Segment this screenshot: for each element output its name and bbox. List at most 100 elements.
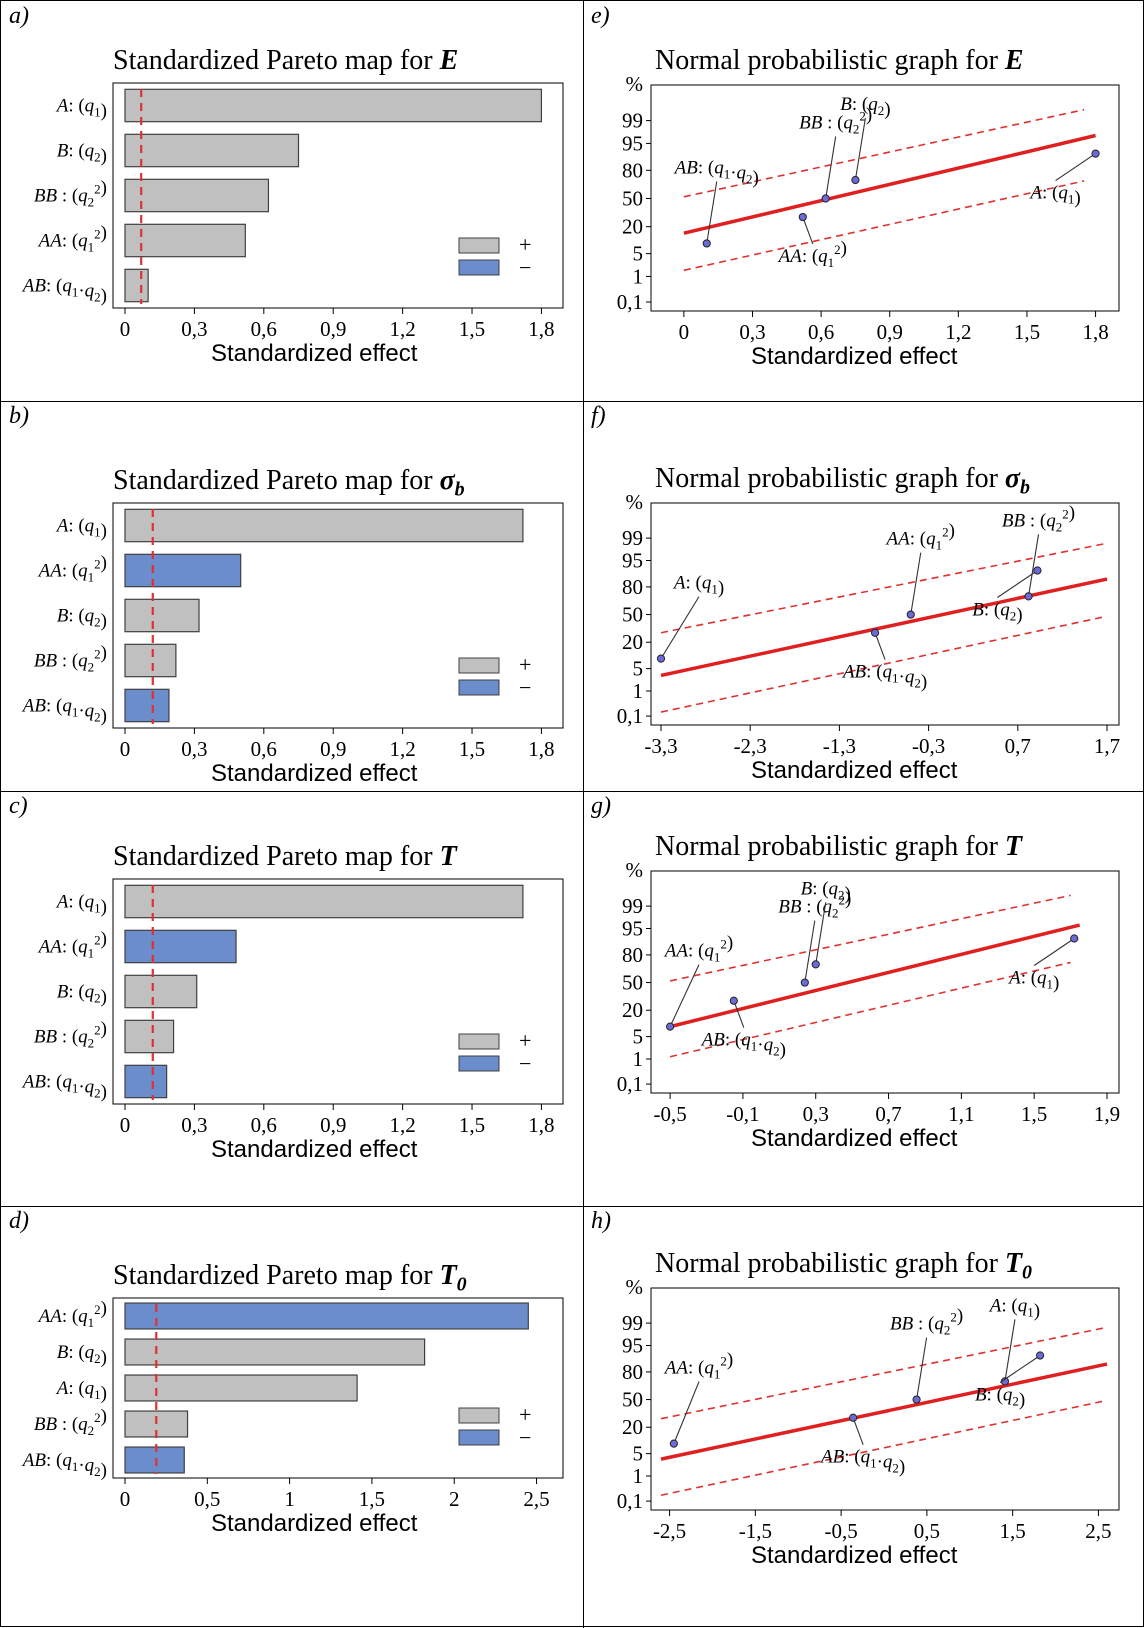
data-point <box>656 654 666 663</box>
point-label: BB : (q22) <box>1002 502 1075 534</box>
leader-line <box>1004 1319 1016 1382</box>
point-label: A: (q1) <box>988 1295 1040 1321</box>
y-tick-label: 95 <box>622 131 643 155</box>
x-tick-label: 0,3 <box>181 317 207 341</box>
x-tick-label: 1,2 <box>389 317 415 341</box>
data-point <box>729 996 738 1005</box>
y-tick-label: 80 <box>622 158 643 182</box>
category-label: AA: (q12) <box>37 1298 107 1330</box>
data-point <box>1091 149 1100 158</box>
x-tick-label: 0 <box>120 1487 131 1511</box>
y-tick-label: 50 <box>622 187 643 211</box>
x-tick-label: 1,2 <box>945 320 971 344</box>
x-tick-label: -0,5 <box>653 1102 686 1126</box>
bar <box>124 974 198 1009</box>
lower-confidence-band <box>669 961 1071 1058</box>
x-tick-label: -2,3 <box>734 734 767 758</box>
y-tick-label: 5 <box>633 657 644 681</box>
category-label: AB: (q1·q2) <box>21 276 107 307</box>
point-label: AB: (q1·q2) <box>700 1030 786 1061</box>
y-tick-label: 99 <box>622 109 643 133</box>
category-label: AA: (q12) <box>37 223 107 255</box>
x-tick-label: 1,7 <box>1094 734 1120 758</box>
point-label: B: (q2) <box>801 878 851 904</box>
leader-line <box>1033 938 1075 966</box>
point-label: BB : (q22) <box>778 889 851 921</box>
data-point <box>821 194 830 203</box>
legend-positive-label: + <box>519 232 531 257</box>
data-point <box>669 1439 678 1448</box>
panel-label: b) <box>9 403 29 429</box>
data-point <box>702 239 711 248</box>
leader-line <box>802 216 814 245</box>
leader-line <box>916 1337 928 1400</box>
data-point <box>851 175 860 185</box>
x-tick-label: 1,5 <box>459 1113 485 1137</box>
x-tick-label: 1,5 <box>1021 1102 1047 1126</box>
y-tick-label: 1 <box>633 1047 644 1071</box>
x-tick-label: 2 <box>449 1487 460 1511</box>
panel-label: h) <box>591 1208 611 1234</box>
category-label: A: (q1) <box>55 96 107 122</box>
category-label: BB : (q22) <box>34 1406 107 1438</box>
y-tick-label: 5 <box>633 1442 644 1466</box>
bar <box>124 88 543 123</box>
point-label: B: (q2) <box>840 94 890 120</box>
chart-title: Standardized Pareto map for E <box>113 45 459 76</box>
fit-line <box>683 133 1096 235</box>
category-label: BB : (q22) <box>34 178 107 210</box>
legend-negative-label: − <box>519 675 531 700</box>
bar <box>124 598 200 633</box>
panel-label: d) <box>9 1208 29 1234</box>
y-tick-label: 80 <box>622 575 643 599</box>
panel-label: c) <box>9 793 28 819</box>
y-tick-label: 1 <box>633 264 644 288</box>
x-tick-label: 0,6 <box>808 320 834 344</box>
leader-line <box>815 902 827 965</box>
lower-confidence-band <box>660 1399 1108 1497</box>
panel-label: g) <box>591 793 611 819</box>
fit-line <box>660 1362 1108 1461</box>
probability-panel: g) Normal probabilistic graph for T% 99 95 8… <box>583 791 1144 1206</box>
leader-line <box>733 1000 745 1028</box>
x-tick-label: 1,5 <box>459 317 485 341</box>
x-axis-label: Standardized effect <box>751 1542 958 1569</box>
x-tick-label: 0,3 <box>803 1102 829 1126</box>
legend-positive-swatch <box>458 657 500 674</box>
row-divider <box>1 1206 1144 1207</box>
plot-frame <box>650 502 1120 726</box>
plot-frame <box>112 878 564 1105</box>
pareto-panel: a) Standardized Pareto map for E A: (q1) B:… <box>1 1 583 401</box>
category-label: B: (q2) <box>57 141 107 167</box>
bar <box>124 1019 175 1054</box>
bar <box>124 929 237 964</box>
leader-line <box>706 181 718 244</box>
lower-confidence-band <box>683 180 1085 272</box>
point-label: AA: (q12) <box>663 1350 733 1382</box>
x-tick-label: 2,5 <box>523 1487 549 1511</box>
pareto-chart-svg: A: (q1) AA: (q12) B: (q2) BB : (q22) AB: (q1… <box>21 878 564 1137</box>
data-point <box>1036 1351 1045 1360</box>
y-tick-label: 20 <box>622 215 643 239</box>
x-tick-label: 0,6 <box>251 1113 277 1137</box>
x-tick-label: 1,2 <box>389 737 415 761</box>
bar <box>124 1446 185 1474</box>
x-tick-label: 0,3 <box>181 737 207 761</box>
panel-label: e) <box>591 3 610 29</box>
category-label: AA: (q12) <box>37 929 107 961</box>
point-label: AA: (q12) <box>885 521 955 553</box>
data-point <box>666 1022 675 1031</box>
plot-frame <box>112 502 564 729</box>
bar <box>124 268 149 303</box>
point-label: AB: (q1·q2) <box>819 1447 905 1478</box>
data-point <box>912 1395 921 1404</box>
bar <box>124 688 170 723</box>
panel-label: a) <box>9 3 29 29</box>
y-tick-label: 80 <box>622 1360 643 1384</box>
x-tick-label: 0 <box>120 1113 131 1137</box>
leader-line <box>997 570 1038 598</box>
x-tick-label: 1,5 <box>359 1487 385 1511</box>
